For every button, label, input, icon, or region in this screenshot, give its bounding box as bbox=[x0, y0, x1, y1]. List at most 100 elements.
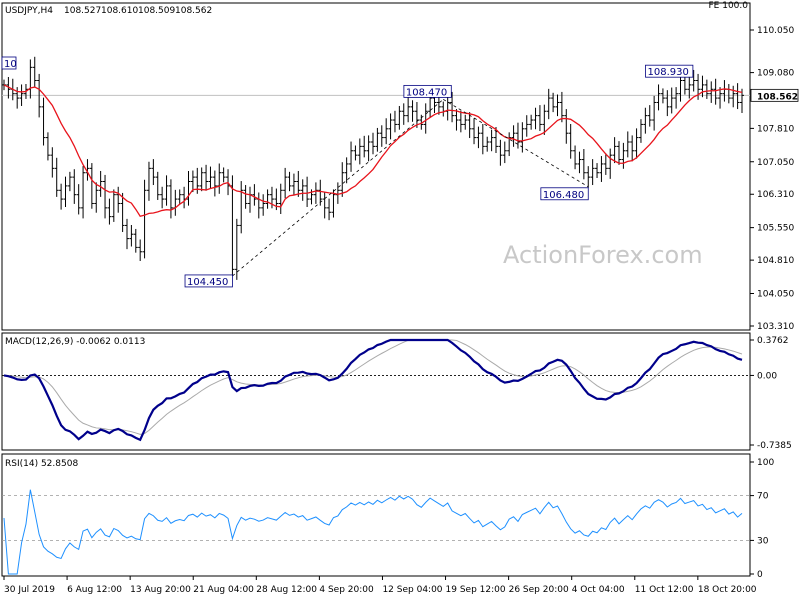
header-close: 108.562 bbox=[175, 6, 212, 16]
price-bar bbox=[32, 56, 37, 88]
price-bar bbox=[349, 141, 354, 172]
x-tick-label: 4 Oct 04:00 bbox=[572, 585, 625, 595]
price-bar bbox=[344, 157, 349, 184]
price-bar bbox=[533, 107, 538, 130]
price-bar bbox=[72, 169, 77, 204]
price-bar bbox=[419, 114, 424, 130]
price-bar bbox=[54, 157, 59, 197]
price-bar bbox=[401, 103, 406, 125]
price-bar bbox=[718, 87, 723, 109]
price-bar bbox=[700, 75, 705, 98]
price-bar bbox=[146, 161, 151, 201]
price-bar bbox=[366, 135, 371, 162]
price-bar bbox=[208, 166, 213, 189]
price-bar bbox=[234, 218, 239, 280]
price-bar bbox=[296, 170, 301, 197]
price-bar bbox=[133, 228, 138, 253]
price-bar bbox=[621, 142, 626, 169]
price-bar bbox=[50, 147, 55, 178]
price-bar bbox=[388, 113, 393, 140]
price-bar bbox=[625, 131, 630, 158]
price-bar bbox=[590, 159, 595, 186]
price-bar bbox=[305, 176, 310, 207]
rsi-label: RSI(14) 52.8508 bbox=[5, 459, 78, 469]
price-bar bbox=[384, 118, 389, 145]
annotation-box bbox=[1, 56, 17, 70]
x-tick-label: 30 Jul 2019 bbox=[4, 585, 55, 595]
macd-tick-label: 0.3762 bbox=[757, 336, 789, 346]
price-bar bbox=[15, 87, 20, 109]
price-bar bbox=[111, 189, 116, 222]
price-panel-frame bbox=[1, 2, 751, 331]
price-tick-label: 107.810 bbox=[757, 124, 794, 134]
price-bar bbox=[660, 88, 665, 104]
price-bar bbox=[19, 84, 24, 106]
price-bar bbox=[353, 145, 358, 161]
price-bar bbox=[138, 239, 143, 262]
price-bar bbox=[704, 79, 709, 99]
price-bar bbox=[164, 175, 169, 206]
price-tick-label: 104.810 bbox=[757, 256, 794, 266]
annotation-label: 104.450 bbox=[187, 277, 228, 288]
price-bar bbox=[261, 194, 266, 216]
price-bar bbox=[410, 100, 415, 122]
price-bar bbox=[107, 198, 112, 225]
macd-label: MACD(12,26,9) -0.0062 0.0113 bbox=[5, 337, 145, 347]
price-bar bbox=[472, 118, 477, 145]
price-bar bbox=[125, 218, 129, 250]
price-bar bbox=[142, 179, 147, 259]
price-bar bbox=[41, 97, 46, 146]
price-bar bbox=[199, 167, 204, 192]
price-bar bbox=[291, 173, 296, 196]
macd-tick-label: 0.00 bbox=[757, 371, 777, 381]
price-bar bbox=[283, 167, 288, 199]
price-bar bbox=[318, 179, 323, 206]
x-tick-label: 11 Oct 12:00 bbox=[635, 585, 694, 595]
price-bar bbox=[252, 184, 257, 206]
price-bar bbox=[379, 125, 384, 147]
price-annotations: 104.450 108.470 106.480 108.930 10 bbox=[1, 56, 694, 288]
price-bar bbox=[515, 122, 520, 149]
macd-axis: 0.3762 0.00 -0.7385 bbox=[750, 336, 792, 451]
price-bar bbox=[542, 104, 547, 135]
price-bar bbox=[665, 90, 670, 117]
annotation-label: 108.930 bbox=[647, 67, 688, 78]
price-bar bbox=[103, 174, 108, 219]
price-bar bbox=[67, 171, 72, 192]
price-bar bbox=[177, 189, 182, 205]
x-tick-label: 26 Sep 20:00 bbox=[509, 585, 569, 595]
macd-panel-frame bbox=[1, 332, 751, 451]
price-lines bbox=[3, 84, 743, 218]
price-bar bbox=[669, 87, 674, 114]
price-tick-label: 103.310 bbox=[757, 322, 794, 332]
price-bar bbox=[595, 163, 600, 178]
price-bar bbox=[634, 128, 639, 159]
price-bar bbox=[397, 105, 402, 130]
watermark: ActionForex.com bbox=[503, 241, 703, 269]
price-bar bbox=[322, 192, 327, 219]
price-bar bbox=[581, 149, 586, 180]
price-bar bbox=[603, 153, 608, 175]
price-bar bbox=[682, 75, 687, 95]
price-bar bbox=[151, 159, 156, 186]
price-bar bbox=[239, 181, 244, 234]
macd-tick-label: -0.7385 bbox=[757, 441, 792, 451]
price-bar bbox=[586, 166, 591, 188]
price-bar bbox=[555, 94, 560, 117]
price-tick-label: 105.550 bbox=[757, 224, 794, 234]
price-bar bbox=[287, 171, 292, 192]
price-bar bbox=[155, 171, 160, 200]
price-bar bbox=[573, 145, 578, 170]
price-bar bbox=[674, 87, 679, 109]
x-tick-label: 13 Aug 20:00 bbox=[130, 585, 191, 595]
annotation-box bbox=[184, 274, 233, 288]
x-tick-label: 28 Aug 12:00 bbox=[256, 585, 317, 595]
rsi-grid bbox=[2, 495, 750, 541]
price-bar bbox=[331, 189, 336, 218]
x-tick-label: 18 Oct 20:00 bbox=[698, 585, 757, 595]
price-bar bbox=[617, 141, 621, 165]
price-bar bbox=[45, 132, 50, 161]
macd-line bbox=[3, 338, 743, 442]
